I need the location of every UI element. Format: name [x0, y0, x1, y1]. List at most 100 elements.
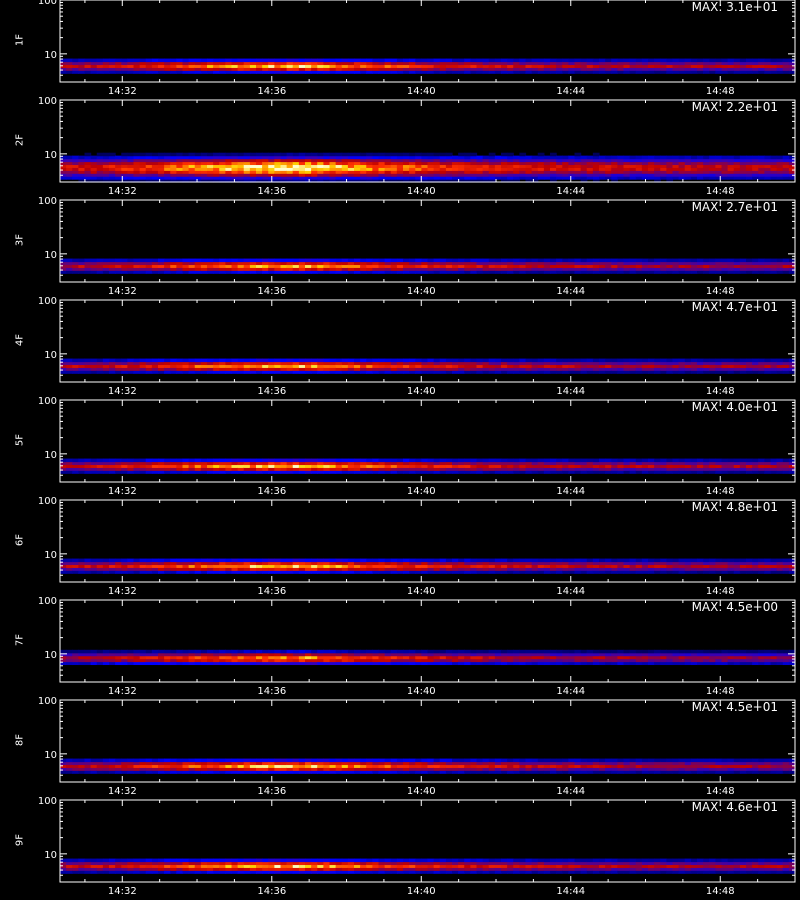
heatmap-cell: [654, 170, 661, 174]
heatmap-cell: [415, 467, 422, 471]
heatmap-cell: [641, 258, 649, 263]
heatmap-cell: [617, 270, 625, 274]
heatmap-cell: [341, 461, 349, 466]
heatmap-cell: [262, 464, 269, 468]
heatmap-cell: [145, 649, 153, 654]
heatmap-cell: [354, 267, 361, 271]
heatmap-cell: [470, 658, 478, 663]
heatmap-cell: [788, 370, 796, 374]
heatmap-cell: [335, 67, 343, 71]
heatmap-cell: [605, 61, 612, 66]
heatmap-cell: [427, 364, 435, 368]
heatmap-cell: [78, 267, 86, 271]
heatmap-cell: [531, 470, 539, 474]
heatmap-cell: [733, 155, 741, 160]
heatmap-cell: [770, 258, 778, 263]
heatmap-cell: [237, 167, 245, 171]
heatmap-cell: [384, 270, 392, 274]
heatmap-cell: [219, 567, 226, 571]
heatmap-cell: [678, 467, 686, 471]
heatmap-cell: [433, 567, 441, 571]
heatmap-cell: [709, 58, 716, 63]
heatmap-cell: [84, 464, 92, 468]
heatmap-cell: [347, 64, 355, 68]
heatmap-cell: [409, 161, 416, 166]
heatmap-cell: [151, 564, 159, 568]
heatmap-cell: [390, 467, 398, 471]
heatmap-cell: [580, 264, 588, 268]
heatmap-cell: [494, 161, 502, 166]
heatmap-cell: [746, 558, 753, 563]
x-tick-label: 14:48: [706, 186, 735, 197]
heatmap-cell: [268, 658, 275, 663]
heatmap-cell: [721, 567, 729, 571]
heatmap-cell: [127, 58, 135, 63]
heatmap-cell: [60, 564, 67, 568]
heatmap-cell: [390, 270, 398, 274]
heatmap-cell: [433, 64, 441, 68]
heatmap-cell: [568, 173, 576, 177]
heatmap-cell: [733, 570, 741, 574]
heatmap-cell: [182, 561, 190, 566]
heatmap-cell: [176, 567, 184, 571]
heatmap-cell: [390, 652, 398, 657]
heatmap-cell: [207, 367, 214, 371]
heatmap-cell: [605, 67, 612, 71]
heatmap-cell: [494, 461, 502, 466]
heatmap-cell: [660, 64, 667, 68]
heatmap-cell: [721, 176, 729, 180]
heatmap-cell: [519, 561, 527, 566]
heatmap-cell: [439, 270, 447, 274]
heatmap-cell: [543, 173, 551, 177]
heatmap-cell: [776, 170, 784, 174]
heatmap-cell: [617, 567, 625, 571]
heatmap-cell: [96, 358, 104, 363]
heatmap-cell: [170, 58, 177, 63]
heatmap-cell: [360, 652, 367, 657]
heatmap-cell: [672, 67, 680, 71]
heatmap-cell: [660, 464, 667, 468]
heatmap-cell: [672, 564, 680, 568]
heatmap-cell: [715, 561, 723, 566]
heatmap-cell: [421, 458, 429, 463]
heatmap-cell: [317, 367, 324, 371]
heatmap-cell: [519, 173, 527, 177]
heatmap-cell: [115, 170, 122, 174]
heatmap-cell: [476, 61, 484, 66]
heatmap-cell: [219, 155, 226, 160]
heatmap-cell: [200, 258, 208, 263]
heatmap-cell: [317, 58, 324, 63]
heatmap-cell: [543, 367, 551, 371]
heatmap-cell: [188, 367, 196, 371]
heatmap-cell: [482, 658, 490, 663]
heatmap-cell: [84, 67, 92, 71]
heatmap-cell: [139, 561, 147, 566]
heatmap-cell: [182, 361, 190, 366]
heatmap-cell: [194, 161, 202, 166]
heatmap-cell: [354, 258, 361, 263]
heatmap-cell: [476, 467, 484, 471]
heatmap-cell: [666, 155, 674, 160]
heatmap-cell: [182, 661, 190, 666]
x-ticks: [84, 100, 796, 182]
heatmap-cell: [335, 64, 343, 68]
heatmap-cell: [121, 458, 128, 463]
heatmap-cell: [641, 158, 649, 163]
heatmap-cell: [648, 258, 655, 263]
heatmap-cell: [592, 170, 600, 174]
heatmap-cell: [666, 570, 674, 574]
heatmap-cell: [305, 649, 312, 654]
heatmap-cell: [200, 158, 208, 163]
heatmap-cell: [280, 155, 288, 160]
heatmap-cell: [550, 155, 557, 160]
heatmap-cell: [158, 64, 165, 68]
heatmap-cell: [617, 464, 625, 468]
heatmap-cell: [629, 458, 637, 463]
heatmap-cell: [421, 464, 429, 468]
heatmap-cell: [421, 564, 429, 568]
heatmap-cell: [788, 367, 796, 371]
heatmap-cell: [90, 261, 98, 266]
heatmap-cell: [746, 58, 753, 63]
heatmap-cell: [672, 470, 680, 474]
heatmap-cell: [347, 467, 355, 471]
